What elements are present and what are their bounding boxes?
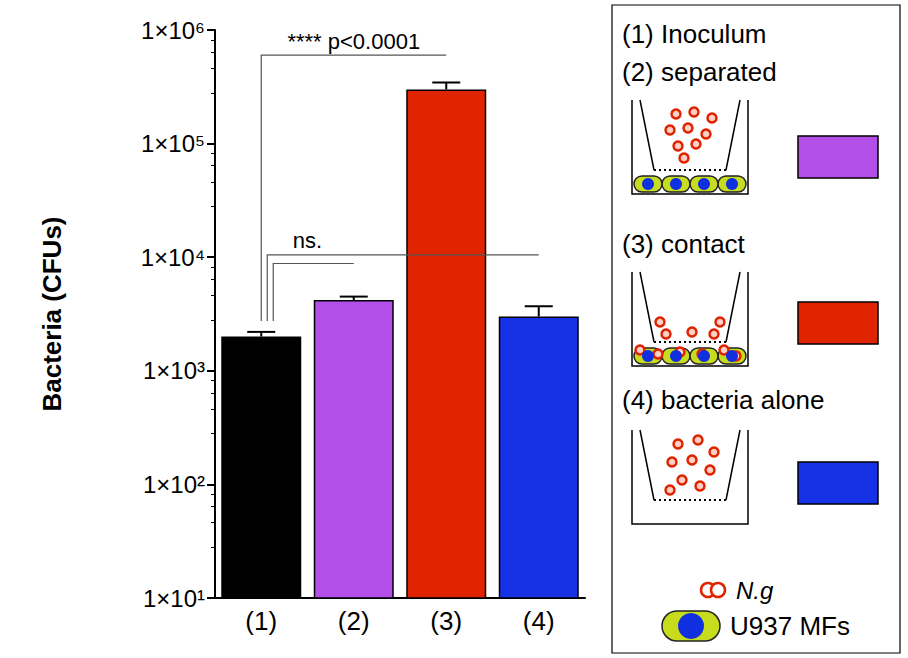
svg-text:Bacteria (CFUs): Bacteria (CFUs) (37, 216, 67, 411)
svg-text:**** p<0.0001: **** p<0.0001 (287, 29, 420, 54)
svg-text:1×10⁵: 1×10⁵ (141, 130, 205, 157)
svg-text:N.g: N.g (736, 577, 774, 604)
svg-text:1×10⁴: 1×10⁴ (141, 244, 205, 271)
svg-text:U937 MFs: U937 MFs (730, 611, 850, 641)
svg-text:(2): (2) (338, 606, 370, 636)
svg-text:1×10¹: 1×10¹ (143, 585, 205, 612)
svg-text:(1): (1) (245, 606, 277, 636)
svg-text:(4) bacteria alone: (4) bacteria alone (622, 385, 824, 415)
svg-text:1×10⁶: 1×10⁶ (141, 17, 205, 44)
svg-text:1×10²: 1×10² (143, 471, 205, 498)
svg-text:(3) contact: (3) contact (622, 229, 746, 259)
svg-text:(2) separated: (2) separated (622, 57, 777, 87)
svg-text:1×10³: 1×10³ (143, 357, 205, 384)
svg-text:(3): (3) (430, 606, 462, 636)
svg-text:ns.: ns. (293, 228, 322, 253)
svg-text:(4): (4) (523, 606, 555, 636)
svg-text:(1) Inoculum: (1) Inoculum (622, 19, 767, 49)
